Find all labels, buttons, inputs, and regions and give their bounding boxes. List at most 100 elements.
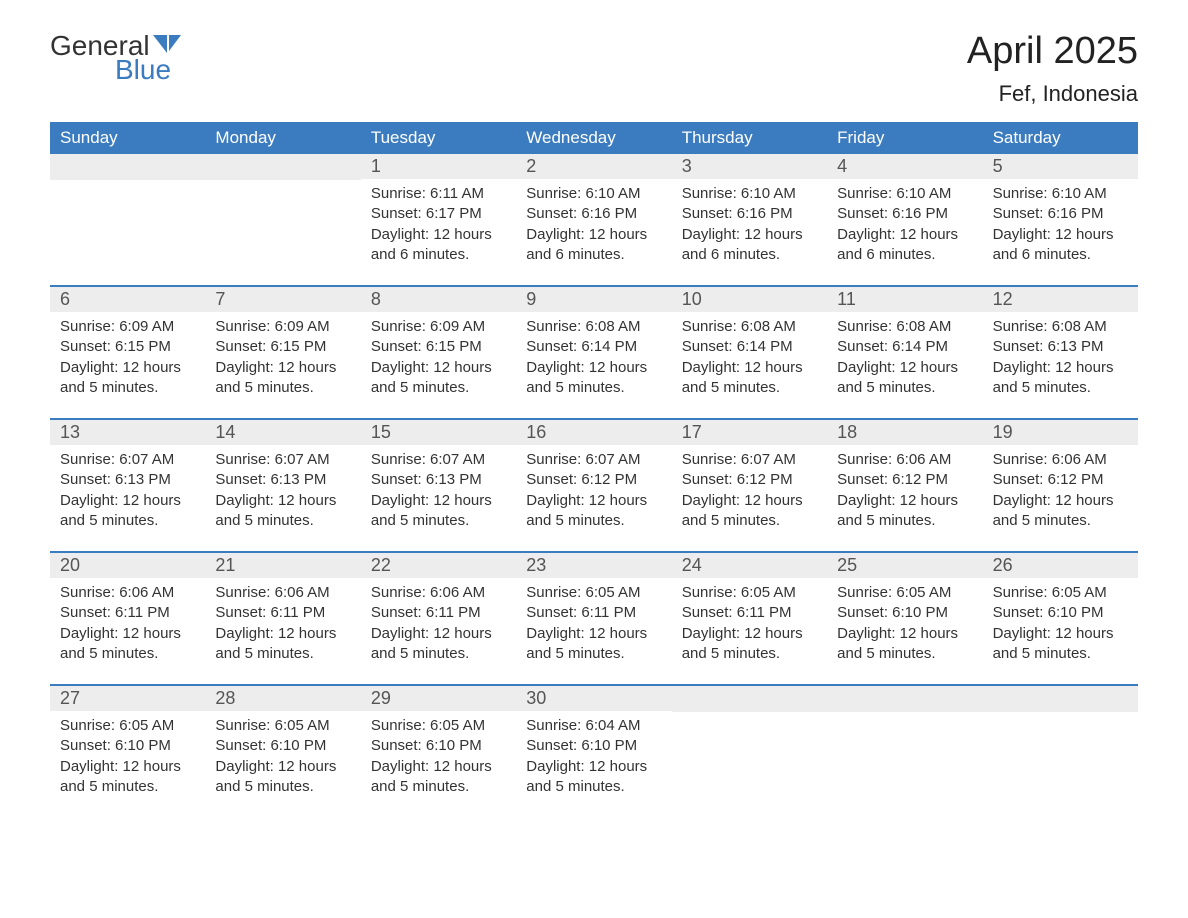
sunrise-text: Sunrise: 6:07 AM bbox=[215, 450, 350, 470]
day-content: Sunrise: 6:10 AMSunset: 6:16 PMDaylight:… bbox=[827, 179, 982, 285]
daylight-text: Daylight: 12 hours and 5 minutes. bbox=[837, 624, 972, 665]
day-number bbox=[827, 686, 982, 712]
day-content bbox=[205, 180, 360, 280]
calendar-day-cell: 2Sunrise: 6:10 AMSunset: 6:16 PMDaylight… bbox=[516, 154, 671, 285]
day-content: Sunrise: 6:07 AMSunset: 6:13 PMDaylight:… bbox=[50, 445, 205, 551]
sunrise-text: Sunrise: 6:08 AM bbox=[526, 317, 661, 337]
sunset-text: Sunset: 6:12 PM bbox=[682, 470, 817, 490]
calendar-day-cell: 24Sunrise: 6:05 AMSunset: 6:11 PMDayligh… bbox=[672, 553, 827, 684]
sunset-text: Sunset: 6:15 PM bbox=[60, 337, 195, 357]
sunset-text: Sunset: 6:16 PM bbox=[837, 204, 972, 224]
sunset-text: Sunset: 6:14 PM bbox=[526, 337, 661, 357]
daylight-text: Daylight: 12 hours and 5 minutes. bbox=[526, 358, 661, 399]
day-number: 24 bbox=[672, 553, 827, 578]
sunset-text: Sunset: 6:14 PM bbox=[682, 337, 817, 357]
daylight-text: Daylight: 12 hours and 5 minutes. bbox=[60, 491, 195, 532]
calendar-day-cell: 9 Sunrise: 6:08 AMSunset: 6:14 PMDaylight… bbox=[516, 287, 671, 418]
daylight-text: Daylight: 12 hours and 6 minutes. bbox=[371, 225, 506, 266]
day-header-thursday: Thursday bbox=[672, 122, 827, 154]
sunrise-text: Sunrise: 6:09 AM bbox=[371, 317, 506, 337]
day-content: Sunrise: 6:05 AMSunset: 6:10 PMDaylight:… bbox=[361, 711, 516, 817]
calendar-day-cell bbox=[983, 686, 1138, 817]
calendar-day-cell: 23Sunrise: 6:05 AMSunset: 6:11 PMDayligh… bbox=[516, 553, 671, 684]
daylight-text: Daylight: 12 hours and 5 minutes. bbox=[993, 358, 1128, 399]
sunrise-text: Sunrise: 6:06 AM bbox=[993, 450, 1128, 470]
sunrise-text: Sunrise: 6:05 AM bbox=[837, 583, 972, 603]
day-content: Sunrise: 6:07 AMSunset: 6:12 PMDaylight:… bbox=[672, 445, 827, 551]
day-header-tuesday: Tuesday bbox=[361, 122, 516, 154]
calendar-body: 1Sunrise: 6:11 AMSunset: 6:17 PMDaylight… bbox=[50, 154, 1138, 817]
calendar-day-cell: 12Sunrise: 6:08 AMSunset: 6:13 PMDayligh… bbox=[983, 287, 1138, 418]
calendar-day-cell: 5Sunrise: 6:10 AMSunset: 6:16 PMDaylight… bbox=[983, 154, 1138, 285]
calendar-day-cell: 17Sunrise: 6:07 AMSunset: 6:12 PMDayligh… bbox=[672, 420, 827, 551]
day-number bbox=[50, 154, 205, 180]
day-number: 8 bbox=[361, 287, 516, 312]
sunset-text: Sunset: 6:14 PM bbox=[837, 337, 972, 357]
day-content: Sunrise: 6:05 AMSunset: 6:10 PMDaylight:… bbox=[205, 711, 360, 817]
sunrise-text: Sunrise: 6:10 AM bbox=[526, 184, 661, 204]
day-number bbox=[983, 686, 1138, 712]
day-content: Sunrise: 6:05 AMSunset: 6:11 PMDaylight:… bbox=[516, 578, 671, 684]
sunset-text: Sunset: 6:16 PM bbox=[682, 204, 817, 224]
daylight-text: Daylight: 12 hours and 5 minutes. bbox=[682, 491, 817, 532]
calendar-day-cell: 19Sunrise: 6:06 AMSunset: 6:12 PMDayligh… bbox=[983, 420, 1138, 551]
day-number: 6 bbox=[50, 287, 205, 312]
day-content: Sunrise: 6:09 AMSunset: 6:15 PMDaylight:… bbox=[361, 312, 516, 418]
daylight-text: Daylight: 12 hours and 5 minutes. bbox=[60, 358, 195, 399]
sunrise-text: Sunrise: 6:05 AM bbox=[682, 583, 817, 603]
day-content bbox=[827, 712, 982, 812]
calendar-day-cell: 26Sunrise: 6:05 AMSunset: 6:10 PMDayligh… bbox=[983, 553, 1138, 684]
day-content: Sunrise: 6:07 AMSunset: 6:12 PMDaylight:… bbox=[516, 445, 671, 551]
page-header: General Blue April 2025 Fef, Indonesia bbox=[50, 30, 1138, 107]
sunrise-text: Sunrise: 6:05 AM bbox=[526, 583, 661, 603]
calendar-day-cell: 21Sunrise: 6:06 AMSunset: 6:11 PMDayligh… bbox=[205, 553, 360, 684]
calendar-day-cell: 27Sunrise: 6:05 AMSunset: 6:10 PMDayligh… bbox=[50, 686, 205, 817]
day-number: 26 bbox=[983, 553, 1138, 578]
day-header-wednesday: Wednesday bbox=[516, 122, 671, 154]
day-header-saturday: Saturday bbox=[983, 122, 1138, 154]
sunset-text: Sunset: 6:10 PM bbox=[371, 736, 506, 756]
calendar-day-cell: 11Sunrise: 6:08 AMSunset: 6:14 PMDayligh… bbox=[827, 287, 982, 418]
day-number: 23 bbox=[516, 553, 671, 578]
calendar-day-cell bbox=[50, 154, 205, 285]
day-number: 7 bbox=[205, 287, 360, 312]
calendar-day-cell: 30Sunrise: 6:04 AMSunset: 6:10 PMDayligh… bbox=[516, 686, 671, 817]
calendar-day-cell: 4Sunrise: 6:10 AMSunset: 6:16 PMDaylight… bbox=[827, 154, 982, 285]
day-number: 19 bbox=[983, 420, 1138, 445]
daylight-text: Daylight: 12 hours and 5 minutes. bbox=[993, 491, 1128, 532]
day-content: Sunrise: 6:09 AMSunset: 6:15 PMDaylight:… bbox=[205, 312, 360, 418]
calendar-day-cell: 14Sunrise: 6:07 AMSunset: 6:13 PMDayligh… bbox=[205, 420, 360, 551]
sunset-text: Sunset: 6:13 PM bbox=[60, 470, 195, 490]
sunset-text: Sunset: 6:12 PM bbox=[526, 470, 661, 490]
day-content bbox=[50, 180, 205, 280]
day-number: 30 bbox=[516, 686, 671, 711]
calendar-day-cell: 22Sunrise: 6:06 AMSunset: 6:11 PMDayligh… bbox=[361, 553, 516, 684]
calendar-day-cell: 15Sunrise: 6:07 AMSunset: 6:13 PMDayligh… bbox=[361, 420, 516, 551]
logo-text-line2: Blue bbox=[115, 54, 171, 86]
daylight-text: Daylight: 12 hours and 5 minutes. bbox=[60, 624, 195, 665]
calendar-day-cell: 29Sunrise: 6:05 AMSunset: 6:10 PMDayligh… bbox=[361, 686, 516, 817]
day-number: 1 bbox=[361, 154, 516, 179]
sunset-text: Sunset: 6:10 PM bbox=[526, 736, 661, 756]
sunrise-text: Sunrise: 6:05 AM bbox=[993, 583, 1128, 603]
day-number: 14 bbox=[205, 420, 360, 445]
calendar-day-cell: 20Sunrise: 6:06 AMSunset: 6:11 PMDayligh… bbox=[50, 553, 205, 684]
daylight-text: Daylight: 12 hours and 5 minutes. bbox=[682, 358, 817, 399]
day-header-friday: Friday bbox=[827, 122, 982, 154]
sunrise-text: Sunrise: 6:08 AM bbox=[682, 317, 817, 337]
day-header-monday: Monday bbox=[205, 122, 360, 154]
daylight-text: Daylight: 12 hours and 5 minutes. bbox=[371, 491, 506, 532]
day-content: Sunrise: 6:06 AMSunset: 6:11 PMDaylight:… bbox=[205, 578, 360, 684]
day-content bbox=[672, 712, 827, 812]
day-number: 9 bbox=[516, 287, 671, 312]
daylight-text: Daylight: 12 hours and 6 minutes. bbox=[526, 225, 661, 266]
day-number bbox=[672, 686, 827, 712]
sunset-text: Sunset: 6:10 PM bbox=[215, 736, 350, 756]
day-number: 29 bbox=[361, 686, 516, 711]
sunrise-text: Sunrise: 6:09 AM bbox=[60, 317, 195, 337]
day-number: 11 bbox=[827, 287, 982, 312]
location-label: Fef, Indonesia bbox=[967, 81, 1138, 107]
calendar-day-cell bbox=[205, 154, 360, 285]
day-number: 25 bbox=[827, 553, 982, 578]
calendar-week-row: 20Sunrise: 6:06 AMSunset: 6:11 PMDayligh… bbox=[50, 551, 1138, 684]
